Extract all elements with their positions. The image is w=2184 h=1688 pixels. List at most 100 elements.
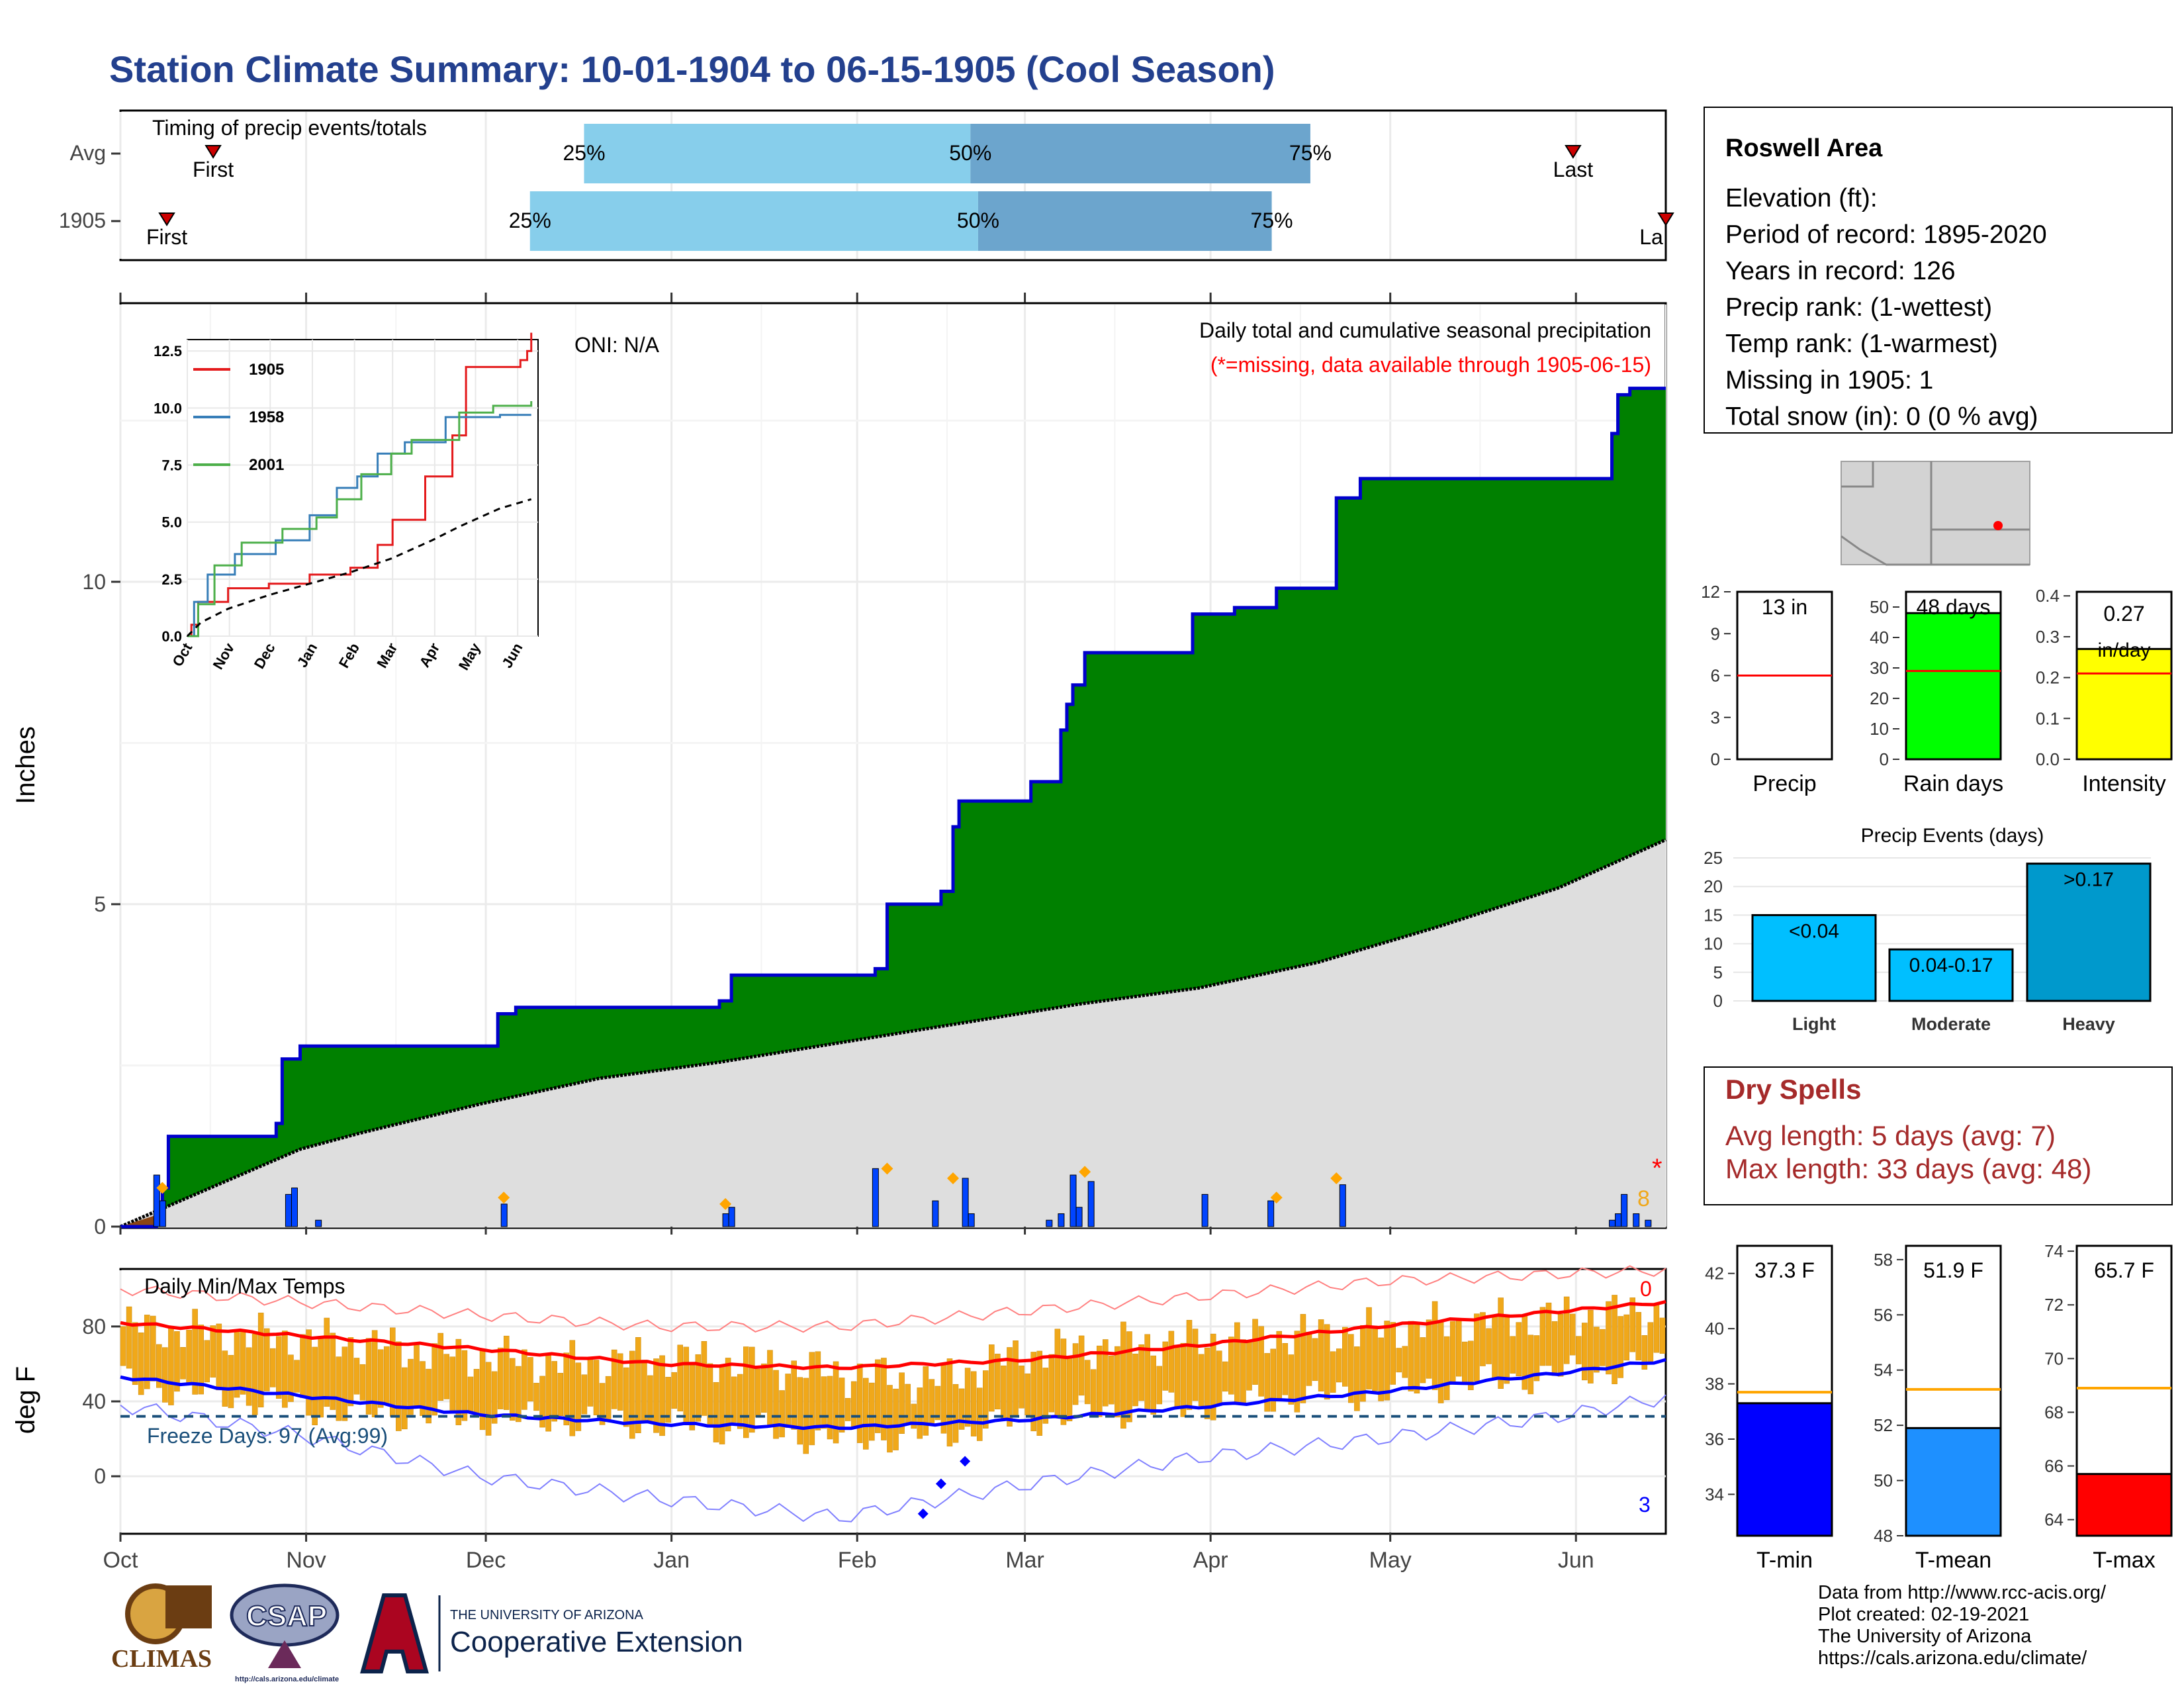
heavy-event-marker bbox=[156, 1182, 169, 1194]
daily-temp-bar bbox=[1258, 1326, 1264, 1397]
daily-temp-bar bbox=[833, 1361, 839, 1444]
daily-temp-bar bbox=[228, 1354, 234, 1409]
dry-spells-frame bbox=[1704, 1066, 2173, 1205]
events-tick-label: 20 bbox=[1704, 876, 1723, 896]
cumulative-average-line bbox=[120, 838, 1667, 1229]
daily-temp-bar bbox=[976, 1387, 983, 1441]
daily-temp-bar bbox=[1204, 1347, 1210, 1419]
daily-temp-bar bbox=[653, 1358, 659, 1433]
csap-url: http://cals.arizona.edu/climate bbox=[235, 1675, 339, 1683]
first-event-label: First bbox=[146, 225, 187, 249]
avg-max-line bbox=[120, 1299, 1666, 1370]
precip-cumulative-area bbox=[120, 387, 1667, 1229]
events-tick-label: 0 bbox=[1713, 991, 1723, 1011]
daily-temp-bar bbox=[779, 1390, 785, 1438]
daily-temp-bar bbox=[1007, 1347, 1013, 1427]
daily-temp-bar bbox=[791, 1360, 797, 1430]
temp-y-tick-label: 40 bbox=[82, 1389, 106, 1413]
events-bar-text: 0.04-0.17 bbox=[1909, 955, 1993, 976]
daily-temp-bar bbox=[713, 1382, 719, 1442]
temp-content: 0 40 80 bbox=[82, 1265, 1666, 1532]
daily-temp-bar bbox=[1120, 1321, 1126, 1429]
temp-bar-label: T-mean bbox=[1915, 1548, 1991, 1573]
daily-temp-bar bbox=[1462, 1341, 1468, 1384]
daily-temp-bar bbox=[516, 1366, 522, 1423]
first-event-marker bbox=[158, 212, 175, 226]
events-bar-label: Heavy bbox=[2062, 1014, 2115, 1034]
daily-temp-bar bbox=[1246, 1340, 1252, 1391]
daily-temp-bar bbox=[881, 1358, 887, 1440]
daily-temp-bar bbox=[1198, 1354, 1205, 1407]
daily-temp-bar bbox=[491, 1371, 498, 1424]
dry-spells-max: Max length: 33 days (avg: 48) bbox=[1725, 1153, 2091, 1184]
first-event-marker bbox=[205, 145, 222, 159]
temp-bar-tick-label: 34 bbox=[1705, 1484, 1724, 1504]
heavy-event-marker bbox=[498, 1192, 510, 1204]
events-bar bbox=[2026, 863, 2152, 1002]
daily-temp-bar bbox=[1013, 1340, 1019, 1418]
daily-temp-bar bbox=[1282, 1342, 1289, 1395]
daily-temp-bar bbox=[1635, 1312, 1642, 1361]
temp-bar-tick-label: 70 bbox=[2044, 1348, 2064, 1368]
last-event-label: La bbox=[1639, 225, 1663, 249]
daily-temp-bar bbox=[414, 1344, 420, 1408]
daily-temp-bar bbox=[1360, 1325, 1366, 1402]
daily-temp-bar bbox=[318, 1338, 324, 1418]
daily-temp-bar bbox=[1569, 1313, 1576, 1356]
daily-temp-bar bbox=[347, 1337, 354, 1407]
daily-temp-bar bbox=[353, 1358, 360, 1395]
daily-temp-bar bbox=[695, 1354, 702, 1422]
precip-events-chart: Precip Events (days) 0 5 10 15 20 25 <0.04 Light… bbox=[1704, 825, 2152, 1034]
ua-extension-text: Cooperative Extension bbox=[450, 1626, 743, 1658]
temp-summary-bars: 34 36 38 40 42 37.3 F T-min 48 50 52 54 56 58 51.9 F T… bbox=[1705, 1241, 2173, 1573]
daily-precip-bar bbox=[1339, 1184, 1346, 1227]
inset-legend-label: 2001 bbox=[249, 456, 284, 474]
daily-temp-bar bbox=[503, 1335, 510, 1410]
daily-precip-bar bbox=[291, 1188, 298, 1227]
timing-bar-late bbox=[970, 124, 1310, 183]
daily-precip-bar bbox=[1645, 1219, 1652, 1227]
daily-temp-bar bbox=[581, 1374, 588, 1415]
csap-mountain-icon bbox=[268, 1640, 301, 1668]
info-line: Elevation (ft): bbox=[1725, 184, 1878, 212]
daily-temp-bar bbox=[1653, 1304, 1660, 1353]
temp-bar-value: 65.7 F bbox=[2094, 1258, 2154, 1282]
month-tick-label: Nov bbox=[286, 1548, 326, 1573]
freeze-days-label: Freeze Days: 97 (Avg:99) bbox=[147, 1424, 388, 1448]
daily-temp-bar bbox=[527, 1357, 533, 1402]
daily-temp-bar bbox=[1527, 1335, 1534, 1395]
summary-tick-label: 0.1 bbox=[2036, 708, 2060, 728]
events-tick-label: 5 bbox=[1713, 962, 1723, 982]
daily-temp-bar bbox=[629, 1350, 635, 1439]
daily-temp-bar bbox=[809, 1352, 815, 1446]
summary-value: 13 in bbox=[1762, 595, 1807, 619]
temp-bar-tick-label: 54 bbox=[1874, 1360, 1893, 1380]
daily-temp-bar bbox=[856, 1363, 863, 1443]
precip-chart-title: Daily total and cumulative seasonal prec… bbox=[1199, 318, 1651, 342]
daily-precip-bar bbox=[722, 1213, 729, 1227]
daily-precip-bar bbox=[500, 1203, 508, 1227]
daily-temp-bar bbox=[324, 1317, 330, 1407]
daily-temp-bar bbox=[449, 1356, 456, 1414]
dry-spells-title: Dry Spells bbox=[1725, 1074, 1861, 1105]
daily-precip-bar bbox=[153, 1174, 160, 1227]
daily-temp-bar bbox=[120, 1326, 126, 1366]
daily-temp-bar bbox=[1144, 1334, 1150, 1410]
summary-tick-label: 30 bbox=[1870, 658, 1889, 678]
daily-temp-bar bbox=[989, 1344, 995, 1412]
daily-temp-bar bbox=[671, 1372, 677, 1409]
daily-temp-bar bbox=[797, 1377, 803, 1445]
daily-temp-bar bbox=[150, 1315, 156, 1382]
timing-panel-label: Timing of precip events/totals bbox=[152, 116, 427, 140]
daily-temp-bar bbox=[1103, 1339, 1109, 1407]
daily-temp-bar bbox=[725, 1358, 731, 1432]
info-lines: Elevation (ft): Period of record: 1895-20… bbox=[1725, 184, 2047, 431]
inset-average-line bbox=[186, 498, 532, 637]
inset-y-tick-label: 2.5 bbox=[161, 571, 182, 588]
daily-temp-bar bbox=[737, 1374, 743, 1429]
daily-temp-bar bbox=[731, 1376, 737, 1423]
daily-temp-bar bbox=[479, 1350, 486, 1430]
daily-temp-bar bbox=[282, 1331, 288, 1408]
daily-temp-bar bbox=[1324, 1324, 1330, 1400]
daily-precip-bar bbox=[285, 1194, 292, 1227]
